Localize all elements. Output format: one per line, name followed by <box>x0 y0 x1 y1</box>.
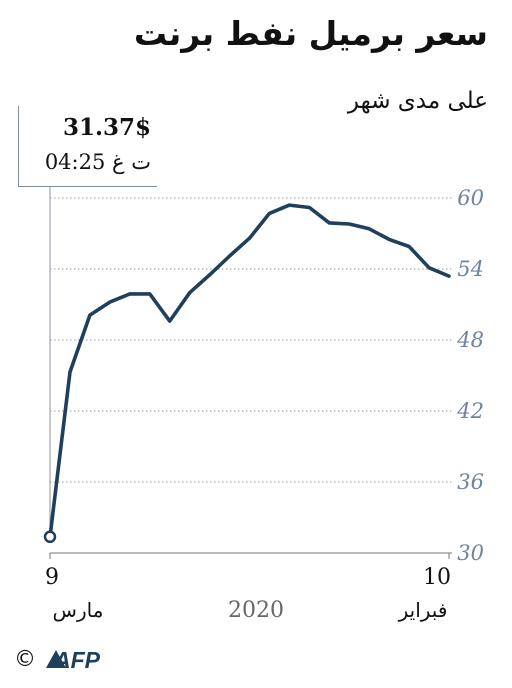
afp-logo: AFP <box>46 647 101 672</box>
callout-value: 31.37$ <box>62 114 151 141</box>
current-value-marker <box>43 530 57 544</box>
y-tick-label: 48 <box>456 328 484 352</box>
x-tick-label-end: 10 <box>423 565 451 590</box>
chart-title: سعر برميل نفط برنت <box>133 14 488 53</box>
svg-text:AFP: AFP <box>53 647 101 672</box>
y-tick-label: 30 <box>457 541 484 565</box>
x-year-label: 2020 <box>228 598 284 623</box>
y-tick-label: 36 <box>457 470 484 494</box>
price-line <box>48 203 451 539</box>
x-tick-sublabel-end: فبراير <box>398 598 448 622</box>
line-chart: 60 54 48 42 36 30 9 مارس 10 فبراير 2020 <box>43 186 484 623</box>
x-tick-label-start: 9 <box>45 565 59 590</box>
chart-subtitle: على مدى شهر <box>347 88 488 114</box>
copyright-icon: © <box>14 646 36 672</box>
y-tick-label: 42 <box>456 399 484 423</box>
y-tick-label: 60 <box>457 186 484 210</box>
x-tick-sublabel-start: مارس <box>53 598 104 622</box>
y-tick-label: 54 <box>457 257 484 281</box>
value-callout: 31.37$ 04:25 ت غ <box>18 106 157 187</box>
footer: © AFP <box>14 646 138 673</box>
callout-time: 04:25 ت غ <box>44 150 151 174</box>
